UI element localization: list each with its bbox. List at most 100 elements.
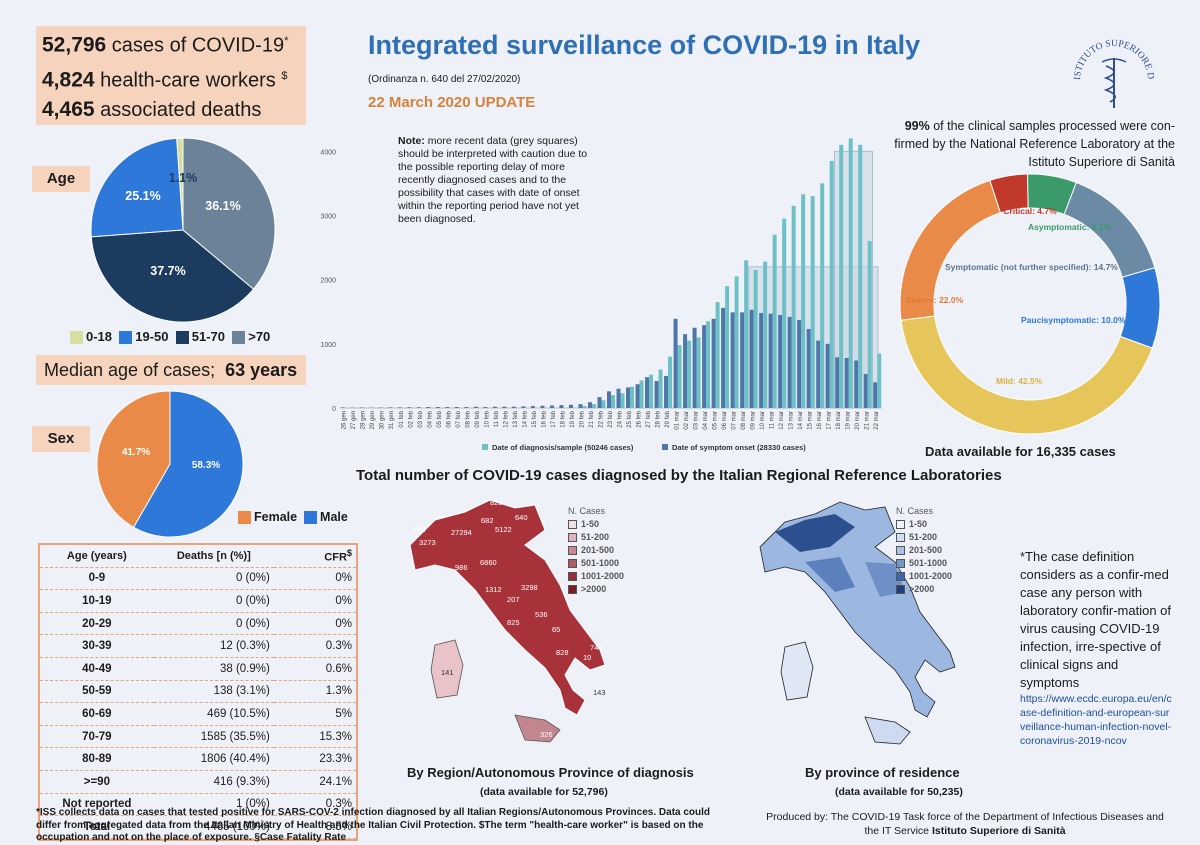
- case-definition-link[interactable]: https://www.ecdc.europa.eu/en/case-defin…: [1020, 692, 1172, 748]
- legend-label: Date of symptom onset (28330 cases): [672, 443, 806, 452]
- bar-onset: [550, 405, 554, 408]
- region-number: 828: [556, 648, 569, 657]
- bar-onset: [502, 407, 506, 408]
- cfr-cell: 0%: [274, 590, 356, 613]
- bar-onset: [864, 374, 868, 408]
- sex-legend: Female Male: [238, 510, 348, 524]
- x-tick-label: 11 feb: [494, 410, 500, 427]
- bar-onset: [645, 377, 649, 408]
- bar-onset: [797, 320, 801, 408]
- cfr-cell: 0%: [274, 612, 356, 635]
- bar-onset: [521, 406, 525, 408]
- bar-diagnosis: [706, 321, 710, 408]
- ordinance: (Ordinanza n. 640 del 27/02/2020): [368, 74, 520, 85]
- bar-onset: [417, 407, 421, 408]
- bar-onset: [617, 389, 621, 408]
- x-tick-label: 05 feb: [437, 410, 443, 427]
- bar-onset: [778, 315, 782, 408]
- age-pie-chart: 1.1%25.1%37.7%36.1%: [88, 135, 278, 325]
- x-tick-label: 13 feb: [513, 410, 519, 427]
- x-tick-label: 19 mar: [846, 411, 852, 430]
- bar-onset: [540, 406, 544, 408]
- deaths-cell: 12 (0.3%): [154, 635, 274, 658]
- bar-onset: [379, 407, 383, 408]
- bar-onset: [788, 317, 792, 408]
- bar-diagnosis: [649, 375, 653, 408]
- bar-diagnosis: [630, 387, 634, 408]
- svg-text:ISTITUTO SUPERIORE DI SANITÀ: ISTITUTO SUPERIORE DI SANITÀ: [1066, 28, 1155, 80]
- update-date: 22 March 2020 UPDATE: [368, 94, 535, 111]
- bar-onset: [407, 407, 411, 408]
- x-tick-label: 16 mar: [817, 411, 823, 430]
- bar-diagnosis: [697, 337, 701, 408]
- bar-onset: [436, 407, 440, 408]
- bar-onset: [835, 357, 839, 408]
- x-tick-label: 12 mar: [779, 411, 785, 430]
- region-caption: By Region/Autonomous Province of diagnos…: [407, 765, 694, 780]
- x-tick-label: 10 feb: [484, 410, 490, 427]
- x-tick-label: 03 feb: [418, 410, 424, 427]
- x-tick-label: 18 mar: [836, 411, 842, 430]
- bar-onset: [731, 312, 735, 408]
- bar-onset: [483, 407, 487, 408]
- deaths-cell: 0 (0%): [154, 590, 274, 613]
- province-data-available: (data available for 50,235): [835, 786, 963, 798]
- x-tick-label: 31 gen: [389, 411, 395, 429]
- x-tick-label: 22 mar: [874, 411, 880, 430]
- province-map-legend: N. Cases 1-50 51-200 201-500 501-1000 10…: [896, 505, 952, 596]
- bar-onset: [655, 381, 659, 408]
- bar-diagnosis: [820, 183, 824, 408]
- x-tick-label: 25 feb: [627, 410, 633, 427]
- bar-onset: [702, 325, 706, 408]
- x-tick-label: 20 feb: [579, 410, 585, 427]
- x-tick-label: 21 mar: [865, 411, 871, 430]
- x-tick-label: 03 mar: [694, 411, 700, 430]
- y-tick-label: 3000: [320, 213, 336, 220]
- cfr-cell: 0.3%: [274, 635, 356, 658]
- legend-swatch: [662, 444, 668, 450]
- age-cell: 80-89: [40, 748, 154, 771]
- bar-onset: [426, 407, 430, 408]
- x-tick-label: 06 mar: [722, 411, 728, 430]
- x-tick-label: 23 feb: [608, 410, 614, 427]
- bar-onset: [597, 397, 601, 408]
- x-tick-label: 18 feb: [560, 410, 566, 427]
- region-number: 823: [490, 498, 503, 507]
- deaths-cell: 0 (0%): [154, 567, 274, 590]
- pie-slice: [91, 138, 183, 237]
- x-tick-label: 09 feb: [475, 410, 481, 427]
- region-number: 10: [583, 653, 591, 662]
- x-tick-label: 01 feb: [399, 410, 405, 427]
- region-number: 65: [552, 625, 560, 634]
- bar-onset: [769, 314, 773, 408]
- bar-onset: [873, 382, 877, 408]
- bar-diagnosis: [725, 286, 729, 408]
- chart-note: Note: more recent data (grey squares) sh…: [398, 135, 596, 226]
- bar-onset: [360, 407, 364, 408]
- donut-label: Asymptomatic: 6.1%: [1028, 222, 1112, 232]
- legend-swatch: [482, 444, 488, 450]
- bar-diagnosis: [601, 400, 605, 408]
- logo-text: ISTITUTO SUPERIORE DI SANITÀ: [1066, 28, 1155, 80]
- x-tick-label: 05 mar: [713, 411, 719, 430]
- region-number: 207: [507, 595, 520, 604]
- bar-onset: [636, 384, 640, 408]
- bar-diagnosis: [811, 196, 815, 408]
- region-number: 986: [455, 563, 468, 572]
- region-number: 326: [540, 730, 553, 739]
- x-tick-label: 14 mar: [798, 411, 804, 430]
- y-tick-label: 2000: [320, 278, 336, 285]
- x-tick-label: 15 feb: [532, 410, 538, 427]
- sex-pie-chart: 41.7%58.3%: [94, 388, 246, 540]
- region-number: 825: [507, 618, 520, 627]
- bar-onset: [750, 310, 754, 408]
- donut-label: Critical: 4.7%: [1003, 206, 1057, 216]
- bar-diagnosis: [640, 380, 644, 408]
- bar-onset: [712, 319, 716, 408]
